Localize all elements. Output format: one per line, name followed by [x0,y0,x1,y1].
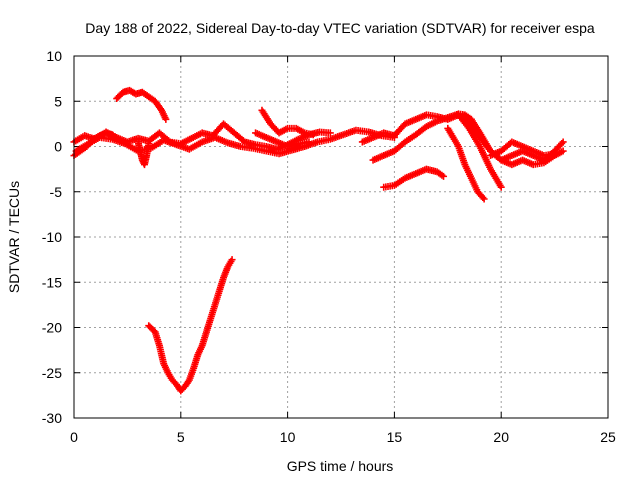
chart-title: Day 188 of 2022, Sidereal Day-to-day VTE… [85,20,595,36]
data-point [309,131,317,139]
x-tick-label: 0 [70,429,78,445]
data-point [497,183,505,191]
y-tick-label: -30 [42,410,62,426]
data-point [479,194,487,202]
data-point [551,150,559,158]
data-point [108,131,116,139]
series-arc-k [380,165,448,191]
series-arc-f [145,256,236,395]
y-tick-label: -5 [50,184,63,200]
data-point [440,172,448,180]
y-tick-label: -10 [42,229,62,245]
plot-frame [73,55,609,419]
data-point [145,140,153,148]
data-point [305,138,313,146]
x-tick-label: 10 [280,429,296,445]
series-arc-g [258,106,317,139]
series-arc-c [70,129,116,160]
series-arc-o [487,138,559,160]
data-point [480,195,488,203]
y-axis-label: SDTVAR / TECUs [6,181,22,293]
data-point [559,138,567,146]
series-arc-e [134,138,153,169]
series-arc-d [113,86,170,123]
data-points [70,86,567,395]
series-arc-h [252,129,313,150]
y-tick-label: -15 [42,274,62,290]
data-point [228,256,236,264]
series-arc-m [454,111,505,191]
x-tick-label: 15 [387,429,403,445]
y-tick-label: -25 [42,365,62,381]
x-tick-label: 20 [493,429,509,445]
x-tick-label: 5 [177,429,185,445]
x-tick-label: 25 [600,429,616,445]
y-tick-label: -20 [42,320,62,336]
tick-labels: 0 5 10 15 20 25 10 5 0 -5 -10 -15 -20 -25 -30 [42,48,616,445]
y-tick-label: 5 [54,93,62,109]
x-axis-label: GPS time / hours [287,458,394,474]
y-tick-label: 10 [46,48,62,64]
y-tick-label: 0 [54,139,62,155]
data-point [326,129,334,137]
series-arc-l [444,124,488,203]
data-point [558,139,566,147]
data-point [559,147,567,155]
data-point [162,115,170,123]
